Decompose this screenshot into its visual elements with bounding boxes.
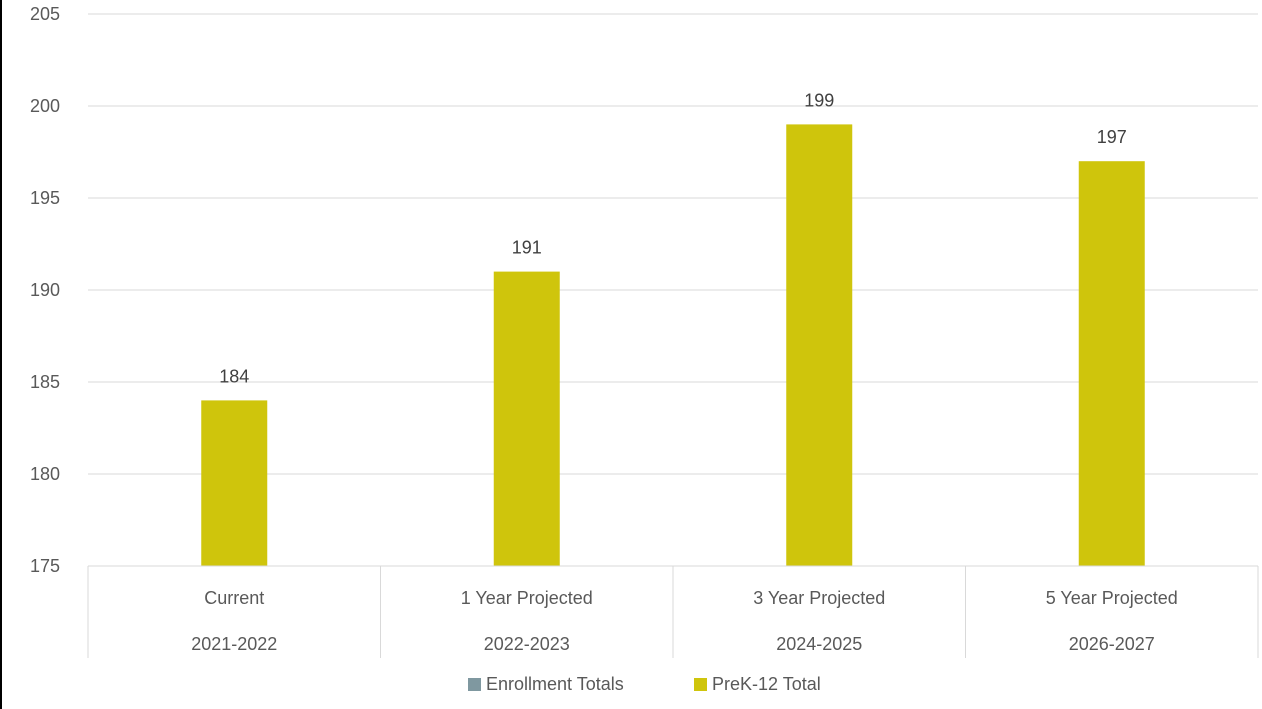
x-category-label: 1 Year Projected <box>461 588 593 608</box>
gridlines <box>88 13 1258 567</box>
x-category-sublabel: 2021-2022 <box>191 634 277 654</box>
data-labels: 184 191 199 197 <box>219 90 1127 386</box>
bar-prek12-total <box>493 271 560 566</box>
bar-prek12-total <box>1078 161 1145 566</box>
x-category-sublabel: 2024-2025 <box>776 634 862 654</box>
bar-prek12-total <box>201 400 268 566</box>
bars <box>201 124 1145 567</box>
y-axis-tick-labels: 175 180 185 190 195 200 205 <box>30 4 60 576</box>
x-category-sublabel: 2022-2023 <box>484 634 570 654</box>
x-category-label: 5 Year Projected <box>1046 588 1178 608</box>
y-tick-label: 180 <box>30 464 60 484</box>
y-tick-label: 190 <box>30 280 60 300</box>
data-label: 184 <box>219 366 249 386</box>
x-category-label: 3 Year Projected <box>753 588 885 608</box>
data-label: 191 <box>512 238 542 258</box>
x-category-sublabel: 2026-2027 <box>1069 634 1155 654</box>
y-tick-label: 185 <box>30 372 60 392</box>
y-tick-label: 195 <box>30 188 60 208</box>
bar-prek12-total <box>786 124 853 567</box>
x-category-label: Current <box>204 588 264 608</box>
data-label: 199 <box>804 90 834 110</box>
legend: Enrollment Totals PreK-12 Total <box>468 674 821 694</box>
legend-swatch <box>694 678 707 691</box>
legend-label: PreK-12 Total <box>712 674 821 694</box>
y-tick-label: 200 <box>30 96 60 116</box>
x-axis: Current 2021-2022 1 Year Projected 2022-202… <box>87 565 1259 658</box>
data-label: 197 <box>1097 127 1127 147</box>
y-tick-label: 175 <box>30 556 60 576</box>
y-tick-label: 205 <box>30 4 60 24</box>
legend-label: Enrollment Totals <box>486 674 624 694</box>
legend-swatch <box>468 678 481 691</box>
